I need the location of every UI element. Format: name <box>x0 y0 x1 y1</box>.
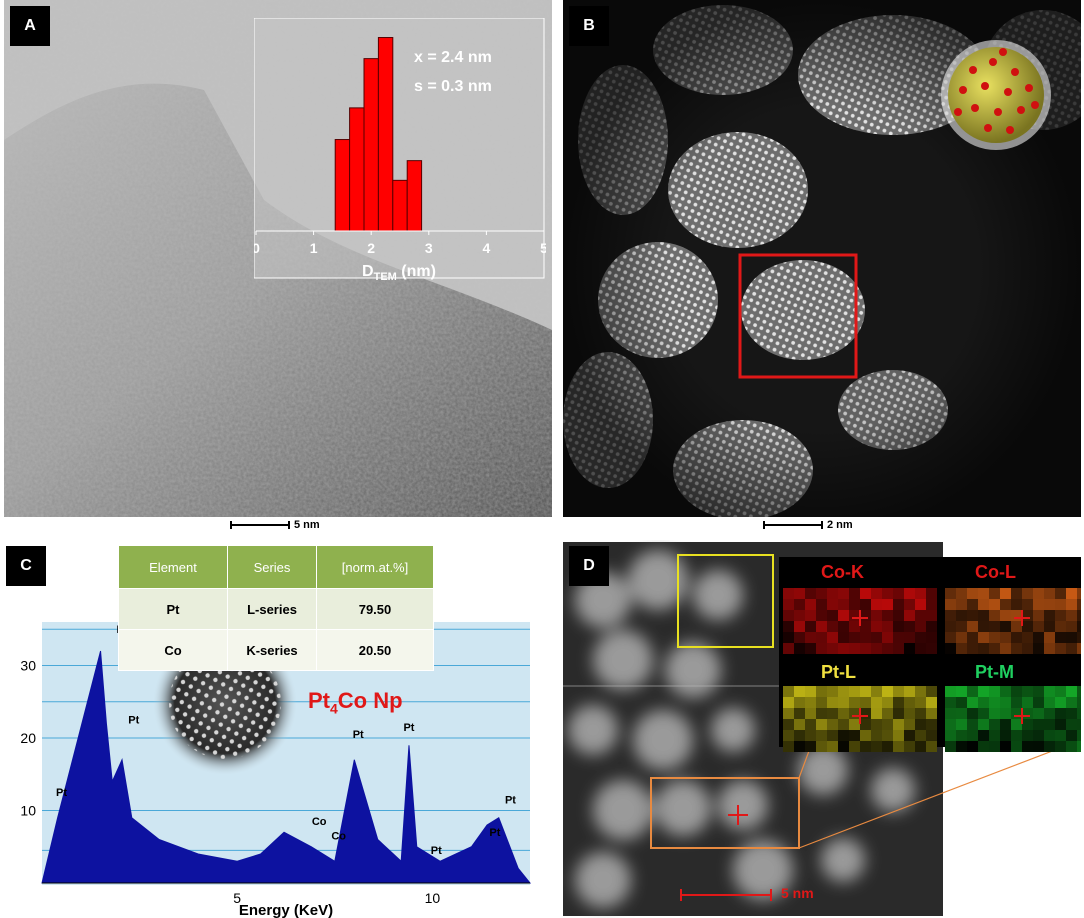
spectrum-area <box>41 650 532 884</box>
haadf-image-b <box>563 0 1081 537</box>
x-tick-label: 5 <box>233 890 241 906</box>
size-histogram: 0,000,050,100,150,200,25012345DTEM (nm)x… <box>254 18 546 280</box>
peak-label: Pt <box>128 715 139 727</box>
np-title-rest: Co Np <box>337 688 403 713</box>
y-tick-label: 30 <box>20 658 36 674</box>
x-axis-label: Energy (KeV) <box>239 902 333 918</box>
edx-table: Element Series [norm.at.%] Pt L-series 7… <box>118 545 434 671</box>
peak-label: Pt <box>56 787 67 799</box>
stat-sd: s = 0.3 nm <box>414 78 492 95</box>
table-cell: L-series <box>227 588 317 630</box>
element-map <box>945 588 1081 654</box>
histogram-bar <box>363 58 379 232</box>
map-label-pt-l: Pt-L <box>821 662 856 682</box>
map-label-pt-m: Pt-M <box>975 662 1014 682</box>
panel-d: D 5 nm Co-K Co-L Pt-L Pt-M <box>563 540 1081 918</box>
element-map <box>783 588 937 654</box>
peak-label: Co <box>312 816 327 828</box>
peak-label: Co <box>331 831 346 843</box>
scale-bar-line <box>763 521 823 529</box>
table-header: Series <box>227 545 317 589</box>
scale-bar-label: 5 nm <box>294 519 320 531</box>
histogram-bar <box>377 37 394 232</box>
scale-bar-a: 5 nm <box>230 519 320 531</box>
x-tick-label: 4 <box>483 240 491 256</box>
peak-label: Pt <box>489 827 500 839</box>
panel-a: A 0,000,050,100,150,200,25012345DTEM (nm… <box>4 0 552 537</box>
np-title-sub: 4 <box>330 700 338 717</box>
peak-label: Pt <box>505 794 516 806</box>
map-label-co-l: Co-L <box>975 562 1016 582</box>
x-tick-label: 0 <box>254 240 260 256</box>
histogram-bar <box>406 160 423 232</box>
peak-label: Pt <box>403 722 414 734</box>
stem-image-d <box>563 540 1081 918</box>
panel-b: B 2 nm <box>563 0 1081 537</box>
table-cell: K-series <box>227 629 317 671</box>
y-tick-label: 10 <box>20 803 36 819</box>
y-tick-label: 20 <box>20 730 36 746</box>
x-tick-label: 2 <box>367 240 375 256</box>
x-tick-label: 1 <box>310 240 318 256</box>
panel-c-label: C <box>6 546 46 586</box>
co-atoms <box>954 48 1039 134</box>
x-tick-label: 3 <box>425 240 433 256</box>
x-tick-label: 10 <box>425 890 441 906</box>
table-row: Co K-series 20.50 <box>118 629 434 671</box>
x-tick-label: 5 <box>540 240 546 256</box>
np-title: Pt4Co Np <box>308 688 403 716</box>
histogram-bar <box>334 139 351 232</box>
scale-bar-line <box>230 521 290 529</box>
scale-bar-label: 2 nm <box>827 519 853 531</box>
histogram-bar <box>349 107 365 232</box>
scale-bar-d-label: 5 nm <box>781 885 814 901</box>
element-map <box>783 686 937 752</box>
map-label-co-k: Co-K <box>821 562 864 582</box>
table-cell: Pt <box>118 588 228 630</box>
panel-b-label: B <box>569 6 609 46</box>
panel-d-label: D <box>569 546 609 586</box>
scale-bar-b: 2 nm <box>763 519 853 531</box>
table-cell: Co <box>118 629 228 671</box>
x-axis-label: DTEM (nm) <box>362 263 436 280</box>
table-cell: 20.50 <box>316 629 434 671</box>
stat-mean: x = 2.4 nm <box>414 49 492 66</box>
table-row: Pt L-series 79.50 <box>118 588 434 630</box>
np-title-main: Pt <box>308 688 330 713</box>
element-map <box>945 686 1081 752</box>
panel-a-label: A <box>10 6 50 46</box>
table-header-row: Element Series [norm.at.%] <box>118 545 434 589</box>
histogram-bar <box>392 179 408 232</box>
table-header: Element <box>118 545 228 589</box>
table-cell: 79.50 <box>316 588 434 630</box>
peak-label: Pt <box>353 729 364 741</box>
peak-label: Pt <box>431 845 442 857</box>
table-header: [norm.at.%] <box>316 545 434 589</box>
